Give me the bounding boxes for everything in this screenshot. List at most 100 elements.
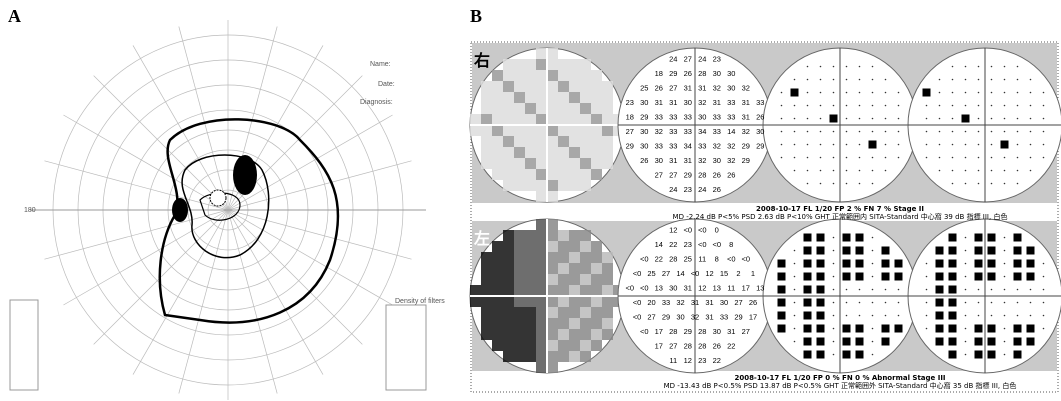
greyscale-cell <box>580 81 591 92</box>
greyscale-cell <box>536 81 547 92</box>
deviation-dot <box>833 105 835 107</box>
greyscale-cell <box>503 340 514 351</box>
greyscale-cell <box>558 158 569 169</box>
threshold-value: 26 <box>640 156 648 165</box>
deviation-square <box>949 338 957 346</box>
radial <box>63 115 228 210</box>
threshold-value: 12 <box>669 226 677 235</box>
deviation-dot <box>846 144 848 146</box>
greyscale-cell <box>569 169 580 180</box>
threshold-value: 30 <box>698 113 706 122</box>
greyscale-cell <box>569 81 580 92</box>
deviation-dot <box>965 289 967 291</box>
greyscale-cell <box>503 103 514 114</box>
deviation-dot <box>1043 315 1045 317</box>
deviation-dot <box>952 66 954 68</box>
deviation-dot <box>952 105 954 107</box>
greyscale-cell <box>569 307 580 318</box>
greyscale-cell <box>481 318 492 329</box>
deviation-square <box>817 247 825 255</box>
greyscale-cell <box>514 103 525 114</box>
greyscale-cell <box>580 103 591 114</box>
angle-label: 180 <box>24 207 36 214</box>
figure: A B Name: Date: Diagnosis: Density of fi… <box>0 0 1061 401</box>
threshold-value: 17 <box>655 342 663 351</box>
deviation-square <box>882 247 890 255</box>
deviation-dot <box>820 79 822 81</box>
threshold-value: 34 <box>684 142 692 151</box>
threshold-value: 34 <box>698 127 706 136</box>
greyscale-cell <box>492 318 503 329</box>
threshold-value: 1 <box>751 269 755 278</box>
deviation-dot <box>794 131 796 133</box>
deviation-square <box>895 325 903 333</box>
greyscale-cell <box>558 285 569 296</box>
greyscale-cell <box>492 169 503 180</box>
threshold-value: 22 <box>727 342 735 351</box>
deviation-square <box>1001 141 1009 149</box>
greyscale-cell <box>536 351 547 362</box>
radial <box>133 210 228 375</box>
deviation-dot <box>794 276 796 278</box>
deviation-dot <box>991 66 993 68</box>
greyscale-cell <box>558 318 569 329</box>
deviation-dot <box>898 118 900 120</box>
deviation-square <box>804 312 812 320</box>
greyscale-cell <box>492 103 503 114</box>
deviation-square <box>1014 351 1022 359</box>
deviation-square <box>1014 260 1022 268</box>
greyscale-cell <box>503 158 514 169</box>
scotoma <box>233 155 257 195</box>
deviation-dot <box>885 131 887 133</box>
deviation-dot <box>846 92 848 94</box>
deviation-dot <box>794 79 796 81</box>
deviation-dot <box>872 315 874 317</box>
deviation-dot <box>846 289 848 291</box>
deviation-dot <box>807 183 809 185</box>
greyscale-cell <box>602 125 613 136</box>
deviation-dot <box>898 289 900 291</box>
deviation-square <box>817 273 825 281</box>
threshold-value: <0 <box>712 240 721 249</box>
greyscale-cell <box>602 92 613 103</box>
threshold-value: 33 <box>713 127 721 136</box>
greyscale-cell <box>580 70 591 81</box>
deviation-square <box>843 351 851 359</box>
deviation-square <box>949 260 957 268</box>
deviation-dot <box>833 183 835 185</box>
threshold-value: 14 <box>655 240 663 249</box>
deviation-dot <box>872 92 874 94</box>
deviation-dot <box>872 170 874 172</box>
deviation-dot <box>872 183 874 185</box>
greyscale-cell <box>525 125 536 136</box>
threshold-value: 22 <box>655 255 663 264</box>
threshold-value: 29 <box>684 327 692 336</box>
threshold-value: 24 <box>698 185 706 194</box>
deviation-square <box>817 338 825 346</box>
radial <box>179 210 228 394</box>
greyscale-cell <box>591 263 602 274</box>
deviation-dot <box>820 66 822 68</box>
radial <box>228 210 362 344</box>
greyscale-cell <box>591 340 602 351</box>
legend-box <box>386 305 426 390</box>
deviation-dot <box>898 144 900 146</box>
deviation-square <box>856 260 864 268</box>
deviation-dot <box>991 79 993 81</box>
deviation-dot <box>872 105 874 107</box>
deviation-square <box>817 260 825 268</box>
threshold-value: 26 <box>749 298 757 307</box>
deviation-square <box>843 273 851 281</box>
threshold-value: 28 <box>669 327 677 336</box>
deviation-dot <box>965 328 967 330</box>
deviation-dot <box>833 170 835 172</box>
radial <box>94 76 228 210</box>
deviation-dot <box>965 105 967 107</box>
threshold-value: 13 <box>756 284 764 293</box>
greyscale-cell <box>514 136 525 147</box>
deviation-dot <box>833 354 835 356</box>
threshold-value: 20 <box>647 298 655 307</box>
threshold-value: 30 <box>727 69 735 78</box>
deviation-dot <box>965 170 967 172</box>
greyscale-cell <box>580 180 591 191</box>
